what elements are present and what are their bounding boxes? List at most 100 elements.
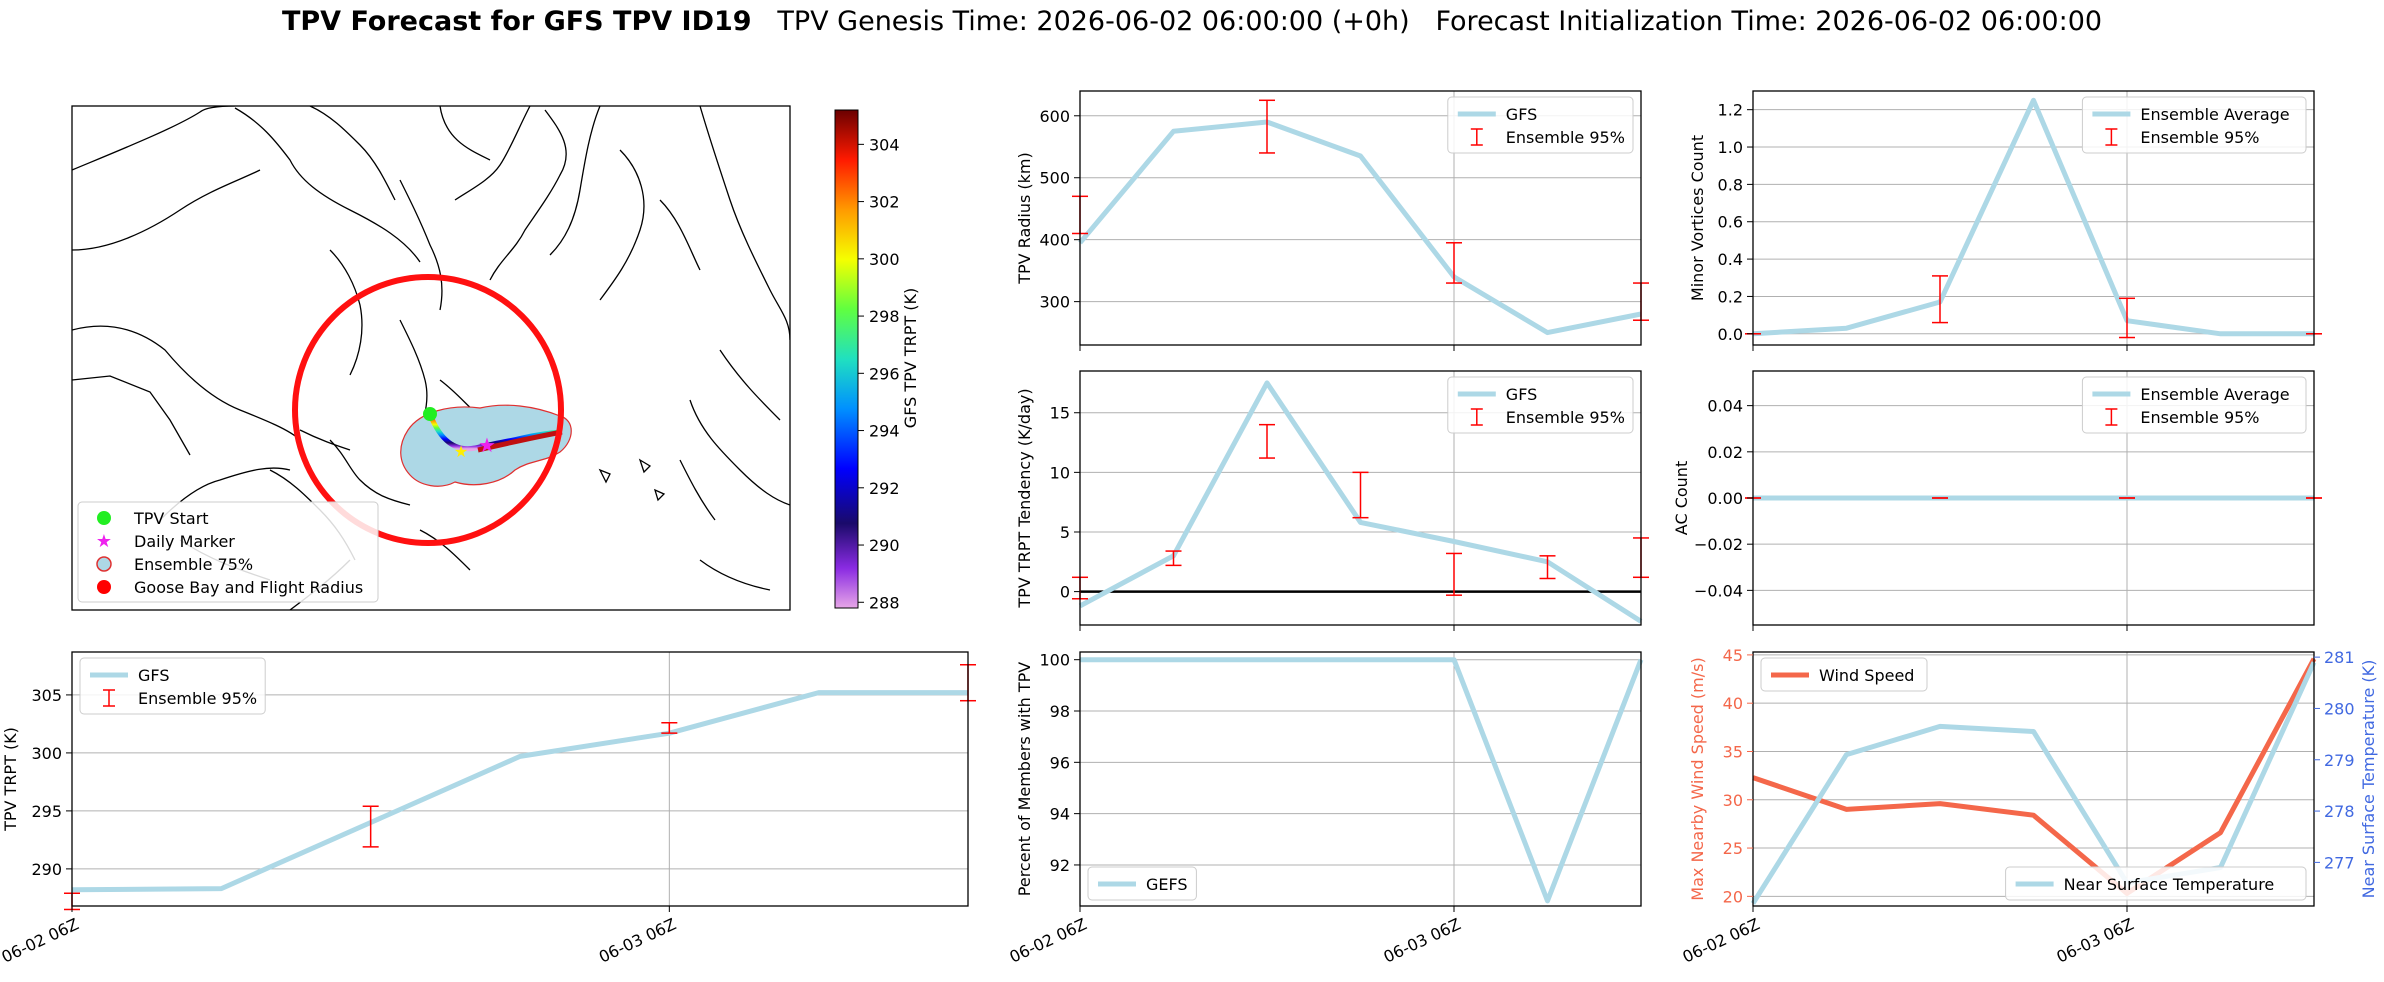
ytick2-label-0: 277 [2324,853,2355,872]
ytick-label-5: 1.0 [1718,138,1743,157]
legend-frame [1087,866,1197,901]
xtick-label-0: 06-02 06Z [1007,914,1090,966]
legend-errorbar-swatch-1 [1470,128,1483,146]
legend-label-1: Ensemble 95% [1506,128,1625,147]
colorbar-tick-label-0: 288 [869,593,900,612]
xtick-label-0: 06-02 06Z [1680,914,1763,966]
ylabel: Minor Vortices Count [1688,135,1707,301]
tpv-track-tail [477,429,563,453]
axes-frame [1079,370,1642,626]
xtick-label-1: 06-03 06Z [2054,914,2137,966]
legend-upper-left: Wind Speed [1760,657,1928,692]
ytick-label-4: 0.8 [1718,175,1743,194]
ytick-label-6: 1.2 [1718,101,1743,120]
map-legend-label-3: Goose Bay and Flight Radius [134,578,363,597]
legend-lower-left: GEFS [1087,866,1197,901]
colorbar-tick-label-6: 300 [869,250,900,269]
errorbar-3 [1352,471,1369,519]
legend-frame [2005,866,2307,901]
ylabel: Percent of Members with TPV [1015,662,1034,896]
axes-frame [1752,90,2315,346]
ytick-label-4: 0.04 [1707,397,1743,416]
series-line-gfs [1078,119,1642,336]
ytick-label-0: 0 [1060,583,1070,602]
title-genesis: TPV Genesis Time: 2026-06-02 06:00:00 (+… [777,6,1410,37]
ylabel: AC Count [1672,461,1691,535]
goose-bay-radius-circle [292,274,564,546]
ylabel2: Near Surface Temperature (K) [2359,660,2378,899]
colorbar-tick-label-3: 294 [869,422,900,441]
ytick2-label-2: 279 [2324,751,2355,770]
colorbar-tick-label-8: 304 [869,135,900,154]
errorbar-1 [1259,99,1275,154]
legend-label-1: Ensemble 95% [2140,128,2259,147]
ytick2-label-3: 280 [2324,699,2355,718]
errorbar-2 [1259,423,1275,459]
panel-radius: 300 400 500 600 TPV Radius (km) GFS Ensemble 9… [1015,90,1649,351]
daily-marker-2: ★ [454,442,468,461]
daily-marker-1: ★ [478,433,496,457]
ytick2-label-1: 278 [2324,802,2355,821]
xtick-label-1: 06-03 06Z [596,914,679,966]
ytick-label-0: 20 [1723,887,1743,906]
legend-lower-right: Near Surface Temperature [2005,866,2307,901]
ytick-label-1: 94 [1050,805,1070,824]
legend-upper-right: GFS Ensemble 95% [1447,376,1634,434]
xtick-label-1: 06-03 06Z [1381,914,1464,966]
legend-errorbar-swatch-1 [103,689,115,707]
legend-errorbar-swatch-1 [1470,408,1483,426]
map-legend-label-1: Daily Marker [134,532,235,551]
ylabel: Max Nearby Wind Speed (m/s) [1688,657,1707,900]
legend-label-1: Ensemble 95% [1506,408,1625,427]
errorbar-2 [661,721,678,734]
errorbar-1 [1932,275,1948,324]
legend-frame [2081,376,2307,434]
ytick-label-2: 500 [1039,169,1070,188]
series-line-wind-speed [1752,657,2317,896]
ytick-label-2: 0.4 [1718,250,1743,269]
legend-label-0: Wind Speed [1819,666,1914,685]
legend-tpv-start-icon [97,511,111,525]
legend-upper-right: Ensemble Average Ensemble 95% [2081,96,2307,154]
ytick-label-1: 5 [1060,523,1070,542]
legend-upper-right: GFS Ensemble 95% [1447,96,1634,154]
errorbar-2 [1446,242,1462,284]
errorbar-2 [2119,297,2135,339]
ylabel: TPV TRPT Tendency (K/day) [1015,388,1034,608]
legend-frame [2081,96,2307,154]
title-bold: TPV Forecast for GFS TPV ID19 [281,6,752,37]
panel-tendency: 0 5 10 15 TPV TRPT Tendency (K/day) GFS Ensemb… [1015,370,1649,631]
ytick-label-2: 30 [1723,791,1743,810]
xtick-label-0: 06-02 06Z [0,914,82,966]
ytick-label-0: 92 [1050,856,1070,875]
figure-title: TPV Forecast for GFS TPV ID19 TPV Genesi… [0,6,2384,37]
errorbar-1 [1165,550,1182,567]
errorbar-1 [362,805,379,848]
ytick2-label-4: 281 [2324,648,2355,667]
legend-upper-right: Ensemble Average Ensemble 95% [2081,376,2307,434]
panel-wind_temp: 20 25 30 35 40 45 06-02 06Z 06-03 06Z Max Nearby… [1680,646,2378,967]
panel-ac: −0.04 −0.02 0.00 0.02 0.04 AC Count Ensemble A… [1672,370,2322,631]
axes-frame [1079,90,1642,346]
ytick-label-0: 0.0 [1718,325,1743,344]
panel-trpt: 290 295 300 305 06-02 06Z 06-03 06Z TPV TRPT (… [0,651,976,967]
legend-ensemble-75-icon [96,556,112,572]
legend-daily-marker-icon: ★ [96,531,112,552]
ytick-label-4: 40 [1723,694,1743,713]
ytick-label-2: 10 [1050,463,1070,482]
colorbar-tick-label-2: 292 [869,479,900,498]
map-panel: ★ ★ TPV Start ★ Daily Marker Ensemble 75… [71,105,920,612]
ytick-label-1: −0.02 [1694,535,1743,554]
legend-errorbar-swatch-1 [2105,408,2118,426]
legend-label-0: Ensemble Average [2140,105,2289,124]
ytick-label-2: 0.00 [1707,489,1743,508]
ylabel: TPV Radius (km) [1015,152,1034,285]
ytick-label-0: 290 [31,860,62,879]
legend-upper-left: GFS Ensemble 95% [79,657,266,715]
legend-label-0: GFS [1506,105,1537,124]
tpv-start-marker [423,407,437,421]
colorbar-label: GFS TPV TRPT (K) [901,288,920,428]
map-colorbar: 288 290 292 294 296 298 300 302 304 GFS TPV TRPT… [834,109,920,612]
ytick-label-4: 100 [1039,651,1070,670]
